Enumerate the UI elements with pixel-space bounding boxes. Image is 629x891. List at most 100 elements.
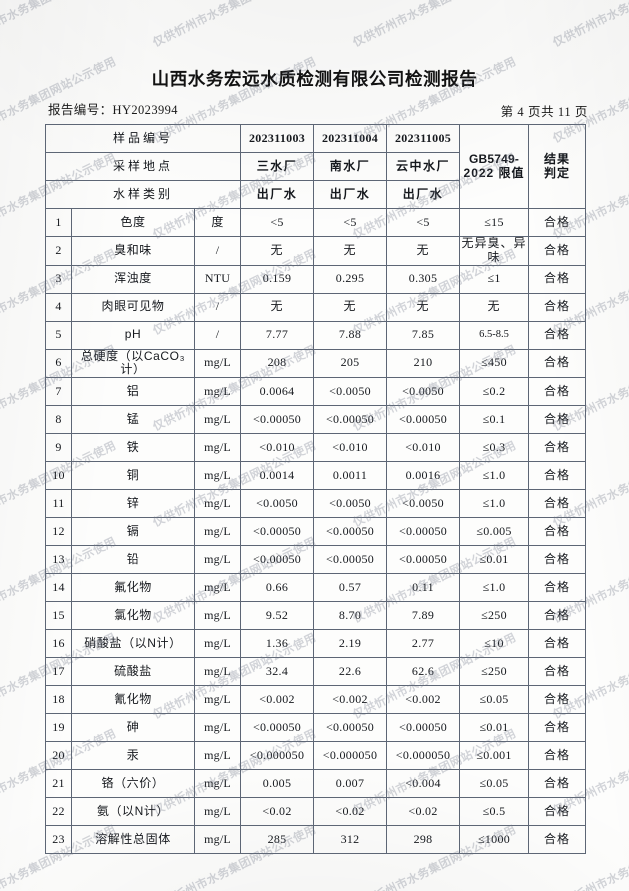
row-verdict: 合格 (528, 377, 587, 407)
row-index: 5 (45, 320, 72, 350)
location-3: 云中水厂 (386, 152, 461, 181)
table-row: 5 pH/7.77 7.88 7.85 6.5-8.5 合格 (45, 320, 587, 350)
row-unit: mg/L (193, 825, 242, 855)
row-index: 17 (45, 657, 72, 687)
row-index: 23 (45, 825, 72, 855)
row-item-name: 氰化物 (71, 685, 195, 715)
row-item-name: 铜 (71, 461, 195, 491)
row-verdict: 合格 (528, 629, 587, 659)
row-index: 9 (45, 433, 72, 463)
page-title: 山西水务宏远水质检测有限公司检测报告 (151, 69, 478, 89)
water-type-2: 出厂水 (313, 180, 388, 209)
row-verdict: 合格 (528, 517, 587, 547)
row-verdict: 合格 (528, 685, 587, 715)
header-row-water-type: 水样类别 出厂水 出厂水 出厂水 (44, 180, 586, 209)
row-item-name: 硫酸盐 (71, 657, 195, 687)
row-verdict: 合格 (528, 264, 587, 294)
row-value-sample-2: <5 (313, 208, 388, 237)
row-value-sample-2: 0.295 (313, 264, 388, 294)
row-value-sample-3: <0.0050 (386, 377, 461, 407)
row-item-name: 砷 (71, 713, 195, 743)
row-limit: ≤0.1 (459, 405, 530, 435)
row-item-name: 色度 (71, 208, 195, 237)
table-row: 13 铅 mg/L <0.00050 <0.00050 <0.00050 ≤0.01 合格 (45, 545, 587, 575)
row-index: 11 (45, 489, 72, 519)
row-value-sample-2: <0.00050 (313, 545, 388, 575)
table-row: 1 色度度 <5 <5 <5 ≤15 合格 (45, 208, 587, 237)
row-item-name: 氨（以N计） (71, 797, 195, 827)
row-item-name: 氯化物 (71, 601, 195, 631)
row-limit: ≤0.5 (459, 797, 530, 827)
row-value-sample-1: 0.005 (240, 769, 315, 799)
row-unit: mg/L (193, 545, 242, 575)
row-unit: 度 (193, 208, 242, 237)
row-verdict: 合格 (528, 433, 587, 463)
row-unit: mg/L (193, 489, 242, 519)
row-index: 16 (45, 629, 72, 659)
table-row: 14 氟化物 mg/L 0.66 0.57 0.11 ≤1.0 合格 (45, 573, 587, 603)
row-value-sample-2: 2.19 (313, 629, 388, 659)
row-limit: ≤15 (459, 208, 530, 237)
row-index: 3 (45, 264, 72, 294)
row-item-name: 铅 (71, 545, 195, 575)
row-item-name: 总硬度（以CaCO₃计） (71, 348, 195, 379)
row-index: 7 (45, 377, 72, 407)
row-verdict: 合格 (528, 601, 587, 631)
row-value-sample-1: 1.36 (240, 629, 315, 659)
row-value-sample-1: <0.00050 (240, 517, 315, 547)
row-item-name: 锰 (71, 405, 195, 435)
row-value-sample-3: <0.004 (386, 769, 461, 799)
table-row: 2 臭和味 / 无无无无异臭、异味 合格 (45, 236, 587, 266)
row-item-name: 镉 (71, 517, 195, 547)
row-unit: mg/L (193, 433, 242, 463)
table-row: 8 锰 mg/L <0.00050 <0.00050 <0.00050 ≤0.1 合格 (45, 405, 587, 435)
row-value-sample-1: 0.159 (240, 264, 315, 294)
table-row: 10 铜 mg/L 0.0014 0.0011 0.0016 ≤1.0 合格 (45, 461, 587, 491)
row-limit: 无异臭、异味 (459, 236, 530, 266)
row-value-sample-3: 210 (386, 348, 461, 379)
row-value-sample-3: <5 (386, 208, 461, 237)
header-row-location: 采样地点 三水厂 南水厂 云中水厂 (44, 152, 586, 181)
row-index: 2 (45, 236, 72, 266)
row-verdict: 合格 (528, 825, 587, 855)
water-type-1: 出厂水 (240, 180, 315, 209)
row-index: 12 (45, 517, 72, 547)
row-verdict: 合格 (528, 405, 587, 435)
row-index: 15 (45, 601, 72, 631)
row-index: 10 (45, 461, 72, 491)
row-value-sample-2: <0.02 (313, 797, 388, 827)
row-value-sample-1: <5 (240, 208, 315, 237)
row-verdict: 合格 (528, 461, 587, 491)
table-row: 21 铬（六价） mg/L 0.005 0.007 <0.004 ≤0.05 合格 (45, 769, 587, 799)
row-value-sample-2: <0.000050 (313, 741, 388, 771)
verdict-header-line1: 结果 (544, 151, 571, 166)
row-item-name: 锌 (71, 489, 195, 519)
row-item-name: 铬（六价） (71, 769, 195, 799)
limit-header-line2: 2022 限值 (463, 165, 525, 180)
row-value-sample-3: 7.85 (386, 320, 461, 350)
row-limit: ≤0.05 (459, 769, 530, 799)
row-value-sample-3: 7.89 (386, 601, 461, 631)
row-unit: / (193, 292, 242, 322)
row-item-name: 汞 (71, 741, 195, 771)
header-label-sample-no: 样品编号 (44, 124, 242, 153)
row-unit: mg/L (193, 769, 242, 799)
row-value-sample-3: 0.305 (386, 264, 461, 294)
row-value-sample-3: <0.002 (386, 685, 461, 715)
row-unit: mg/L (193, 405, 242, 435)
row-limit: ≤1.0 (459, 489, 530, 519)
report-number-label: 报告编号： (48, 103, 113, 117)
table-row: 4 肉眼可见物 / 无无无无合格 (45, 292, 587, 322)
row-limit: ≤250 (459, 657, 530, 687)
report-number: 报告编号：HY2023994 (48, 99, 178, 118)
row-unit: mg/L (193, 685, 242, 715)
row-limit: ≤0.05 (459, 685, 530, 715)
location-2: 南水厂 (313, 152, 388, 181)
table-row: 3 浑浊度 NTU 0.159 0.295 0.305 ≤1 合格 (45, 264, 587, 294)
row-value-sample-3: <0.000050 (386, 741, 461, 771)
row-value-sample-3: 62.6 (386, 657, 461, 687)
row-unit: mg/L (193, 797, 242, 827)
row-limit: ≤10 (459, 629, 530, 659)
row-value-sample-2: 无 (313, 236, 388, 266)
